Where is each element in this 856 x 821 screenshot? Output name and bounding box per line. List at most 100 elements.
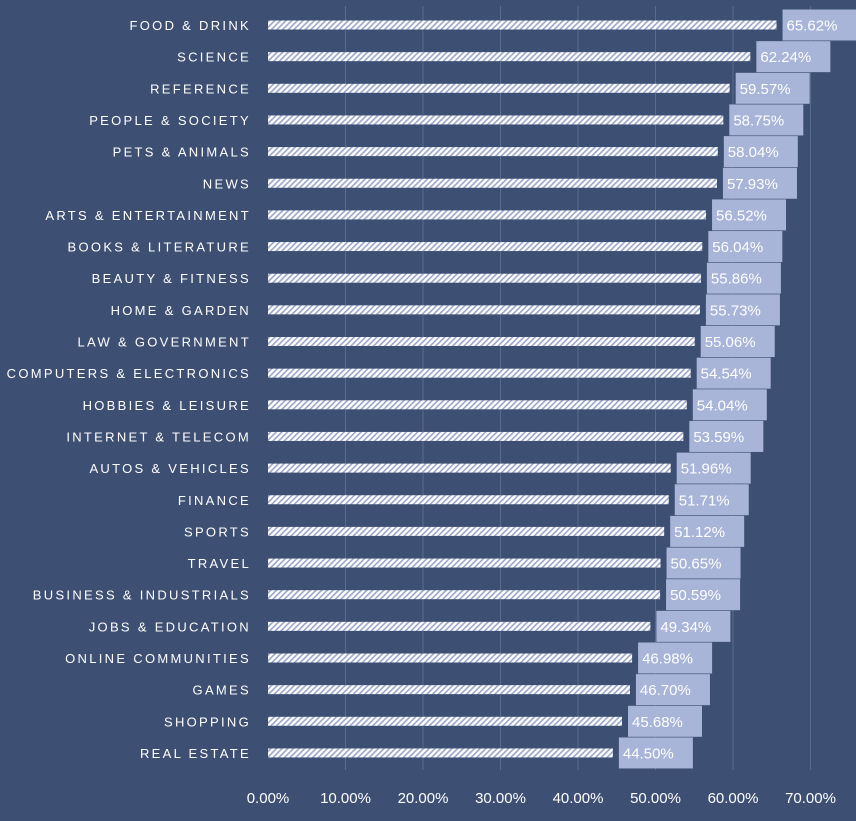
bar: [268, 115, 724, 125]
category-label: JOBS & EDUCATION: [89, 619, 251, 634]
category-label: SPORTS: [184, 524, 251, 539]
data-label: 54.54%: [701, 366, 752, 383]
bar: [268, 748, 613, 758]
bar: [268, 368, 691, 378]
data-label: 55.86%: [711, 271, 762, 288]
data-label-box: [708, 231, 783, 263]
x-axis-ticks: 0.00% 10.00% 20.00% 30.00% 40.00% 50.00% 60.00…: [247, 790, 836, 807]
data-label: 44.50%: [623, 745, 674, 762]
category-label: LAW & GOVERNMENT: [77, 335, 251, 350]
data-label-box: [618, 737, 693, 769]
data-label: 46.70%: [640, 682, 691, 699]
x-tick-label: 40.00%: [553, 790, 604, 807]
data-label: 45.68%: [632, 714, 683, 731]
data-label: 53.59%: [693, 429, 744, 446]
data-label: 51.96%: [681, 461, 732, 478]
category-label: COMPUTERS & ELECTRONICS: [7, 366, 251, 381]
data-label-box: [638, 642, 713, 674]
category-label: ARTS & ENTERTAINMENT: [45, 208, 251, 223]
category-label: FINANCE: [178, 493, 251, 508]
bar: [268, 685, 630, 695]
bar: [268, 621, 651, 631]
bar: [268, 590, 661, 600]
data-label: 59.57%: [740, 81, 791, 98]
x-tick-label: 30.00%: [475, 790, 526, 807]
x-tick-label: 10.00%: [320, 790, 371, 807]
category-label: REAL ESTATE: [140, 746, 251, 761]
x-tick-label: 20.00%: [398, 790, 449, 807]
x-tick-label: 50.00%: [630, 790, 681, 807]
data-label-box: [670, 515, 745, 547]
category-label: PEOPLE & SOCIETY: [89, 113, 251, 128]
data-label: 62.24%: [760, 49, 811, 66]
category-label: FOOD & DRINK: [130, 18, 252, 33]
data-label-box: [692, 389, 767, 421]
data-label-box: [689, 420, 764, 452]
data-label-box: [628, 705, 703, 737]
data-label: 56.04%: [712, 239, 763, 256]
data-label: 57.93%: [727, 176, 778, 193]
x-tick-label: 0.00%: [247, 790, 290, 807]
bar: [268, 273, 701, 283]
category-label: INTERNET & TELECOM: [66, 429, 251, 444]
data-label-box: [666, 547, 741, 579]
category-label: BUSINESS & INDUSTRIALS: [33, 588, 251, 603]
category-label: HOBBIES & LEISURE: [83, 398, 251, 413]
data-label: 50.65%: [671, 556, 722, 573]
category-label: BOOKS & LITERATURE: [68, 240, 251, 255]
bar: [268, 653, 633, 663]
bars: [268, 20, 777, 758]
category-label: ONLINE COMMUNITIES: [65, 651, 251, 666]
data-label-box: [735, 72, 810, 104]
bar: [268, 242, 703, 252]
data-labels: 65.62% 62.24% 59.57% 58.75% 58.04% 57.93% 56.5…: [618, 9, 856, 769]
data-label-box: [722, 167, 797, 199]
data-label-box: [729, 104, 804, 136]
bar: [268, 20, 777, 30]
category-label: NEWS: [203, 176, 251, 191]
data-label: 58.75%: [733, 112, 784, 129]
data-label-box: [712, 199, 787, 231]
category-label: TRAVEL: [188, 556, 251, 571]
data-label-box: [700, 326, 775, 357]
data-label-box: [723, 136, 798, 168]
data-label: 54.04%: [697, 397, 748, 414]
data-label-box: [782, 9, 856, 41]
data-label-box: [696, 357, 771, 389]
bar: [268, 716, 623, 726]
data-label-box: [706, 262, 781, 294]
x-tick-label: 60.00%: [708, 790, 759, 807]
data-label-box: [756, 41, 831, 73]
data-label-box: [676, 452, 751, 484]
data-label-box: [656, 610, 731, 642]
bar: [268, 431, 684, 441]
data-label: 58.04%: [728, 144, 779, 161]
bar: [268, 463, 671, 473]
bar: [268, 305, 700, 315]
bar: [268, 178, 717, 188]
data-label: 56.52%: [716, 207, 767, 224]
bar: [268, 147, 718, 157]
category-label: PETS & ANIMALS: [113, 145, 251, 160]
category-label: REFERENCE: [150, 81, 251, 96]
bar: [268, 337, 695, 346]
data-label-box: [666, 579, 741, 611]
data-label-box: [674, 484, 749, 516]
data-label: 49.34%: [660, 619, 711, 636]
category-label: SHOPPING: [164, 714, 251, 729]
data-label-box: [705, 294, 780, 326]
data-label: 51.71%: [679, 492, 730, 509]
bar: [268, 83, 730, 93]
data-label: 55.73%: [710, 302, 761, 319]
data-label: 46.98%: [642, 651, 693, 668]
category-label: HOME & GARDEN: [111, 303, 251, 318]
bar: [268, 210, 707, 220]
bar: [268, 495, 669, 505]
data-label: 50.59%: [670, 587, 721, 604]
data-label-box: [635, 674, 710, 706]
category-label: SCIENCE: [177, 50, 251, 65]
data-label: 55.06%: [705, 334, 756, 351]
bar: [268, 558, 661, 568]
category-label: AUTOS & VEHICLES: [89, 461, 251, 476]
